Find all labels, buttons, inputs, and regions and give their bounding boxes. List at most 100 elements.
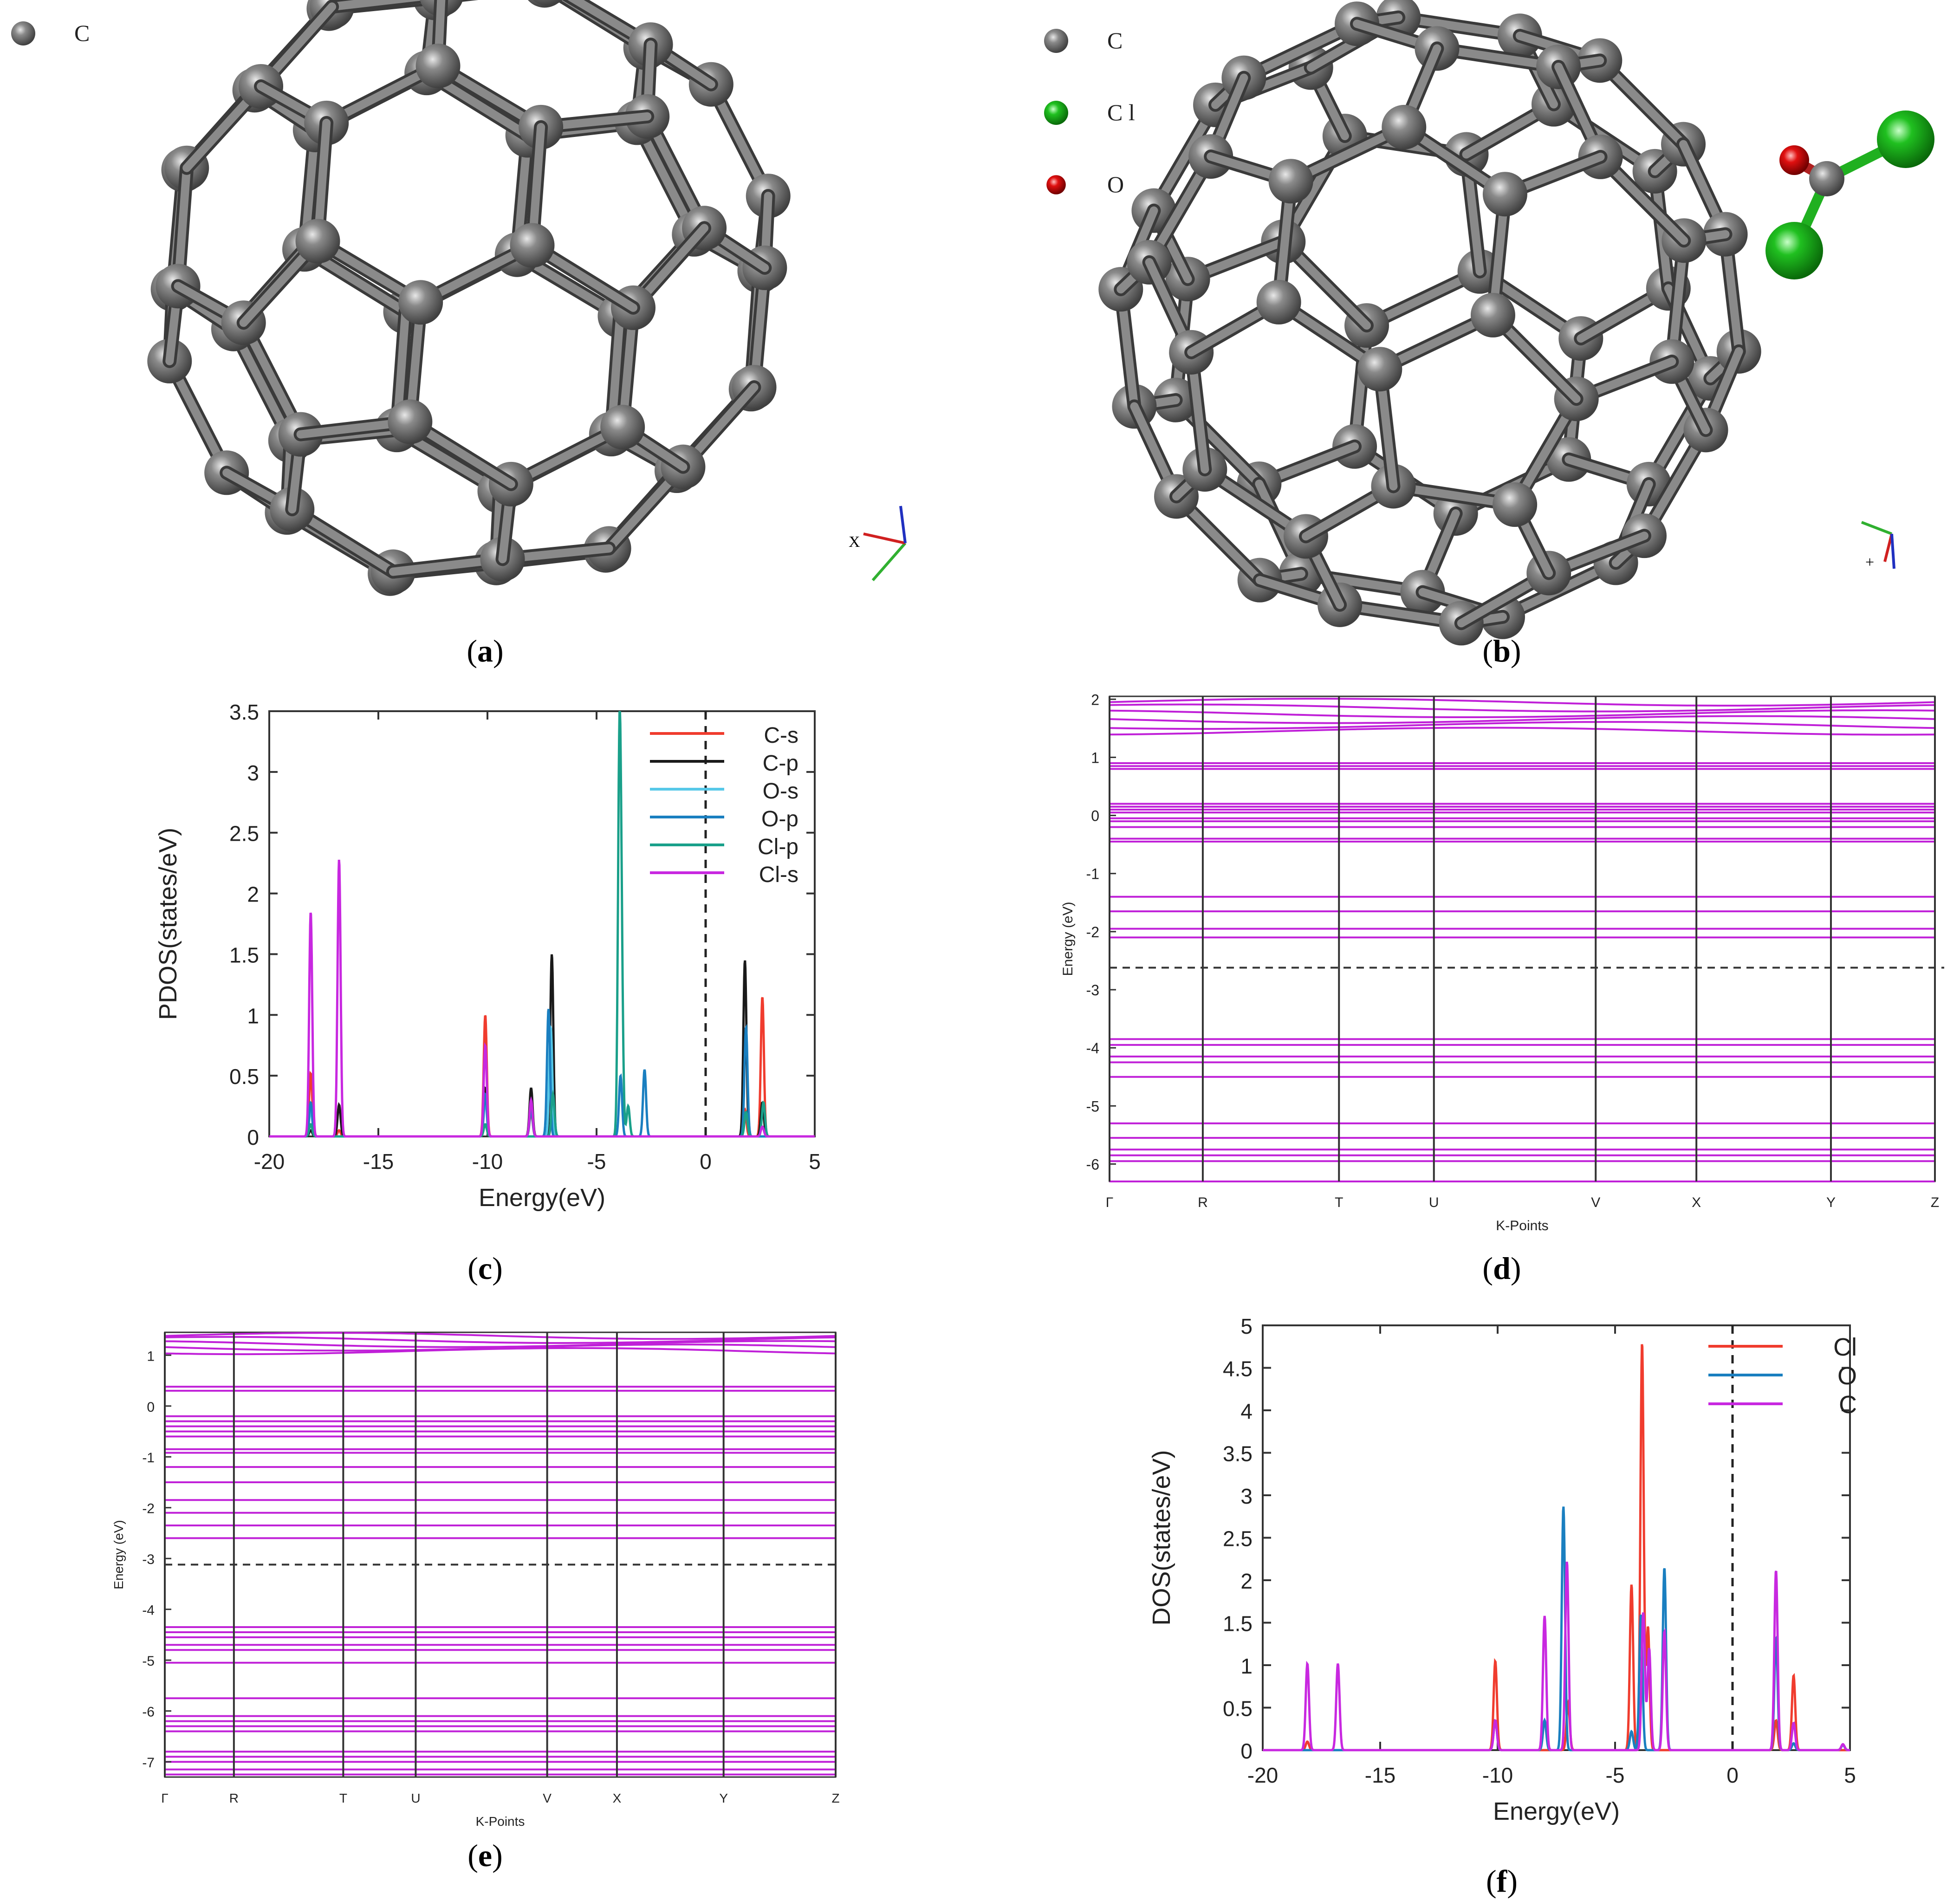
y-axis-label: PDOS(states/eV)	[154, 828, 182, 1020]
x-axis-label: K-Points	[476, 1814, 525, 1829]
y-tick-label: 1.5	[1223, 1612, 1253, 1636]
carbon-atom	[1357, 347, 1402, 392]
x-tick-label: -20	[1247, 1763, 1278, 1787]
y-tick-label: 0	[1091, 808, 1099, 824]
carbon-atom	[1256, 279, 1301, 324]
legend-ball	[11, 21, 35, 45]
k-point-label: T	[1335, 1195, 1343, 1210]
caption-c: (c)	[467, 1251, 503, 1286]
x-tick-label: -10	[472, 1149, 503, 1174]
y-tick-label: 2	[1091, 691, 1099, 708]
x-tick-label: -5	[587, 1149, 606, 1174]
series-line-o	[1263, 1506, 1850, 1752]
legend-label-o-s: O-s	[763, 779, 798, 804]
x-tick-label: 0	[700, 1149, 712, 1174]
x-tick-label: 5	[1844, 1763, 1856, 1787]
carbon-atom	[398, 280, 443, 325]
carbon-atom	[388, 399, 433, 444]
y-tick-label: 3.5	[229, 700, 259, 724]
band-line	[1109, 698, 1935, 707]
legend-label-c: C	[1839, 1391, 1857, 1419]
y-tick-label: -7	[142, 1755, 155, 1771]
legend-label: C l	[1107, 99, 1135, 125]
legend-label-o: O	[1837, 1362, 1857, 1390]
caption-e: (e)	[467, 1838, 503, 1873]
y-axis-label: Energy (eV)	[111, 1520, 126, 1589]
carbon-atom	[1382, 104, 1427, 149]
y-tick-label: -1	[1086, 866, 1099, 882]
y-tick-label: -4	[1086, 1040, 1099, 1057]
band-line	[1109, 709, 1935, 718]
y-tick-label: 0	[147, 1400, 155, 1415]
series-line-o-p	[269, 1009, 815, 1138]
carbon-atom	[1482, 172, 1527, 217]
y-tick-label: 1	[1091, 749, 1099, 766]
y-tick-label: -3	[1086, 982, 1099, 999]
y-tick-label: 1	[147, 1349, 155, 1364]
legend-label-o-p: O-p	[761, 807, 798, 831]
carbon-atom	[1493, 482, 1538, 527]
x-tick-label: 0	[1726, 1763, 1739, 1787]
panel-a-molecule: C X	[11, 0, 907, 596]
fullerene-molecule-b	[1098, 0, 1761, 646]
caption-f: (f)	[1486, 1863, 1518, 1899]
pdos-chart: 0 0.5 1 1.5 2 2.5 3 3.5 -20 -15 -10 -5 0 5 Energy(eV) P…	[154, 700, 821, 1212]
legend-ball	[1046, 175, 1066, 195]
y-tick-label: 2	[1240, 1569, 1253, 1593]
molecule-b-legend: C C l O	[1044, 27, 1135, 197]
carbon-atom	[1268, 159, 1313, 204]
panel-b-molecule: C C l O +	[1044, 0, 1934, 646]
dos-chart: 0 0.5 1 1.5 2 2.5 3 3.5 4 4.5 5 -20 -15 -10 -5 0 5 Energy…	[1148, 1314, 1857, 1825]
series-line-c-s	[269, 997, 815, 1138]
oxygen-atom	[1779, 145, 1809, 175]
k-point-label: Z	[1931, 1195, 1939, 1210]
fullerene-molecule-a	[147, 0, 791, 596]
band-structure-chart-e: Γ R T U V X Y Z 1 0 -1 -2 -3 -4 -5 -6 -7 K-Points Energy (…	[111, 1331, 840, 1829]
y-tick-label: 4.5	[1223, 1357, 1253, 1381]
y-tick-label: 3	[1240, 1484, 1253, 1508]
x-tick-label: 5	[809, 1149, 821, 1174]
y-tick-label: 5	[1240, 1314, 1253, 1338]
axis-triad-a: X	[849, 506, 907, 581]
carbon-atom	[415, 44, 461, 89]
legend-label: C	[1107, 27, 1123, 53]
caption-d: (d)	[1482, 1251, 1521, 1286]
bond-highlight	[328, 0, 427, 11]
y-tick-label: 1.5	[229, 943, 259, 967]
x-tick-label: -20	[254, 1149, 285, 1174]
y-tick-label: -5	[1086, 1098, 1099, 1115]
caption-a: (a)	[467, 633, 503, 668]
k-point-label: Y	[719, 1791, 728, 1805]
band-structure-chart-d: Γ R T U V X Y Z 2 1 0 -1 -2 -3 -4 -5 -6 K-Points Energy (e…	[1060, 691, 1944, 1233]
k-point-label: U	[1429, 1195, 1439, 1210]
y-tick-label: -6	[142, 1705, 155, 1720]
legend-label-cl: Cl	[1833, 1333, 1857, 1361]
chlorine-atom	[1765, 222, 1823, 279]
series-line-c-p	[269, 954, 815, 1138]
k-point-label: R	[1198, 1195, 1208, 1210]
carbon-atom	[1809, 161, 1844, 196]
y-tick-label: -6	[1086, 1156, 1099, 1173]
x-axis-label: Energy(eV)	[1493, 1797, 1620, 1825]
band-line	[1109, 727, 1935, 736]
k-point-label: V	[1591, 1195, 1600, 1210]
y-tick-label: 3.5	[1223, 1442, 1253, 1466]
axis-triad-b: +	[1861, 521, 1895, 571]
carbon-atom	[600, 405, 645, 450]
x-tick-label: -10	[1482, 1763, 1513, 1787]
series-line-cl-p	[269, 711, 815, 1138]
axis-label-a: X	[849, 533, 860, 551]
carbon-atom	[510, 223, 555, 268]
k-point-label: Z	[831, 1791, 839, 1805]
x-axis-label: K-Points	[1496, 1218, 1548, 1233]
y-tick-label: 1	[1240, 1654, 1253, 1678]
y-tick-label: -1	[142, 1450, 155, 1466]
k-point-label: Γ	[161, 1791, 168, 1805]
k-point-label: X	[613, 1791, 622, 1805]
band-line	[1109, 721, 1935, 730]
carbon-atom	[532, 0, 563, 6]
y-axis-label: Energy (eV)	[1060, 902, 1076, 976]
y-tick-label: 0	[1240, 1739, 1253, 1763]
y-tick-label: 2.5	[1223, 1527, 1253, 1551]
y-tick-label: -2	[1086, 924, 1099, 941]
